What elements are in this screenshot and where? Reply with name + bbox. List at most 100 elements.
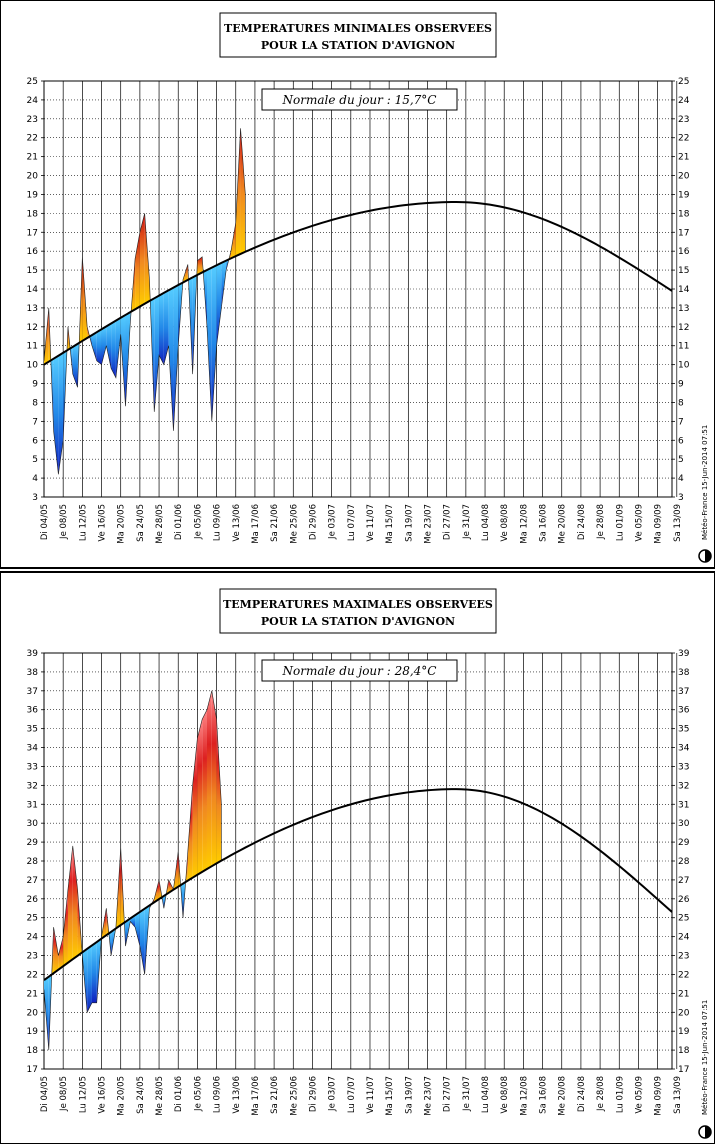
x-tick-label: Di 29/06 — [308, 1076, 318, 1112]
y-tick-label-right: 30 — [678, 819, 690, 829]
y-tick-label-right: 20 — [678, 1008, 690, 1018]
x-tick-label: Lu 04/08 — [481, 504, 491, 541]
below-normal-area — [173, 285, 179, 431]
y-tick-label-left: 30 — [27, 819, 39, 829]
x-tick-label: Ve 05/09 — [634, 1076, 644, 1114]
below-normal-area — [72, 343, 78, 388]
x-tick-label: Sa 13/09 — [673, 1076, 683, 1114]
y-tick-label-right: 32 — [678, 781, 689, 791]
y-tick-label-right: 17 — [678, 1065, 689, 1075]
y-tick-label-right: 15 — [678, 266, 689, 276]
x-tick-label: Ve 16/05 — [98, 504, 108, 542]
below-normal-area — [216, 262, 222, 346]
x-tick-label: Di 27/07 — [443, 1076, 453, 1112]
observed-series-line — [43, 690, 222, 1051]
y-tick-label-left: 5 — [32, 455, 38, 465]
above-normal-area — [144, 213, 150, 304]
below-normal-area — [91, 332, 97, 361]
x-tick-label: Di 24/08 — [577, 504, 587, 540]
y-tick-label-left: 28 — [27, 857, 39, 867]
x-tick-label: Je 05/06 — [193, 1076, 203, 1112]
y-tick-label-left: 29 — [27, 838, 39, 848]
y-tick-label-left: 25 — [27, 77, 38, 87]
y-tick-label-left: 25 — [27, 914, 38, 924]
above-normal-area — [72, 845, 78, 960]
x-tick-label: Me 23/07 — [424, 504, 434, 544]
above-normal-area — [235, 128, 241, 257]
y-tick-label-right: 5 — [678, 455, 684, 465]
below-normal-area — [115, 317, 121, 378]
y-tick-label-right: 19 — [678, 190, 690, 200]
x-tick-label: Ve 11/07 — [366, 504, 376, 542]
y-tick-label-right: 36 — [678, 706, 690, 716]
x-tick-label: Di 24/08 — [577, 1076, 587, 1112]
x-tick-label: Di 01/06 — [174, 1076, 184, 1112]
x-tick-label: Di 01/06 — [174, 504, 184, 540]
above-normal-area — [240, 128, 246, 254]
x-tick-label: Lu 12/05 — [78, 1076, 88, 1113]
y-tick-label-left: 23 — [27, 115, 38, 125]
x-tick-label: Me 28/05 — [155, 504, 165, 544]
below-normal-area — [159, 292, 164, 365]
y-tick-label-right: 6 — [678, 436, 684, 446]
above-normal-area — [67, 845, 73, 963]
y-tick-label-right: 39 — [678, 649, 690, 659]
x-tick-label: Lu 01/09 — [615, 504, 625, 541]
normal-curve-line — [43, 201, 673, 366]
y-tick-label-right: 23 — [678, 115, 689, 125]
y-tick-label-right: 9 — [678, 380, 684, 390]
min-plot-area: 3 3 4 4 5 5 6 6 7 7 8 8 9 9 10 10 11 11 12 12 13 13 14 14 15 15 16… — [27, 77, 690, 544]
meteo-france-logo-icon — [698, 549, 712, 563]
x-tick-label: Ma 20/05 — [117, 504, 127, 544]
y-tick-label-right: 11 — [678, 342, 689, 352]
y-tick-label-left: 18 — [27, 209, 39, 219]
below-normal-area — [87, 945, 92, 1013]
above-normal-area — [202, 709, 207, 872]
above-normal-area — [197, 719, 203, 875]
below-normal-area — [163, 290, 169, 365]
meteo-france-logo-icon — [698, 1125, 712, 1139]
x-tick-label: Ma 20/05 — [117, 1076, 127, 1116]
x-tick-label: Je 31/07 — [462, 504, 472, 540]
above-normal-area — [58, 936, 64, 970]
y-tick-label-left: 6 — [32, 436, 38, 446]
credit-text: Météo-France 15-Jun-2014 07:51 — [701, 1000, 709, 1115]
y-tick-label-right: 13 — [678, 304, 689, 314]
y-tick-label-left: 31 — [27, 800, 38, 810]
y-tick-label-left: 10 — [27, 361, 39, 371]
normal-label-text: Normale du jour : 15,7°C — [282, 93, 437, 107]
x-tick-label: Ma 09/09 — [654, 1076, 664, 1116]
above-normal-area — [216, 719, 222, 864]
y-tick-label-left: 14 — [27, 285, 39, 295]
y-tick-label-right: 37 — [678, 687, 689, 697]
x-tick-label: Je 28/08 — [596, 1076, 606, 1112]
y-tick-label-right: 33 — [678, 762, 689, 772]
y-tick-label-right: 10 — [678, 361, 690, 371]
x-tick-label: Ve 16/05 — [98, 1076, 108, 1114]
y-tick-label-right: 27 — [678, 876, 689, 886]
y-tick-label-right: 22 — [678, 970, 689, 980]
y-tick-label-left: 26 — [27, 895, 39, 905]
x-tick-label: Ve 11/07 — [366, 1076, 376, 1114]
y-tick-label-right: 21 — [678, 989, 689, 999]
y-tick-label-right: 23 — [678, 952, 689, 962]
x-tick-label: Ma 12/08 — [519, 504, 529, 544]
below-normal-area — [106, 323, 112, 369]
y-tick-label-left: 24 — [27, 933, 39, 943]
x-tick-label: Lu 09/06 — [213, 504, 223, 541]
x-tick-label: Ma 12/08 — [519, 1076, 529, 1116]
y-tick-label-left: 27 — [27, 876, 38, 886]
x-tick-label: Je 08/05 — [59, 1076, 69, 1112]
x-tick-label: Je 28/08 — [596, 504, 606, 540]
below-normal-area — [154, 295, 160, 412]
y-tick-label-left: 22 — [27, 134, 38, 144]
y-tick-label-left: 8 — [32, 398, 38, 408]
below-normal-area — [96, 329, 102, 365]
y-tick-label-right: 38 — [678, 668, 690, 678]
x-tick-label: Ve 13/06 — [232, 1076, 242, 1114]
x-tick-label: Ve 08/08 — [500, 1076, 510, 1114]
y-tick-label-left: 20 — [27, 1008, 39, 1018]
y-tick-label-left: 35 — [27, 725, 38, 735]
below-normal-area — [101, 326, 107, 365]
